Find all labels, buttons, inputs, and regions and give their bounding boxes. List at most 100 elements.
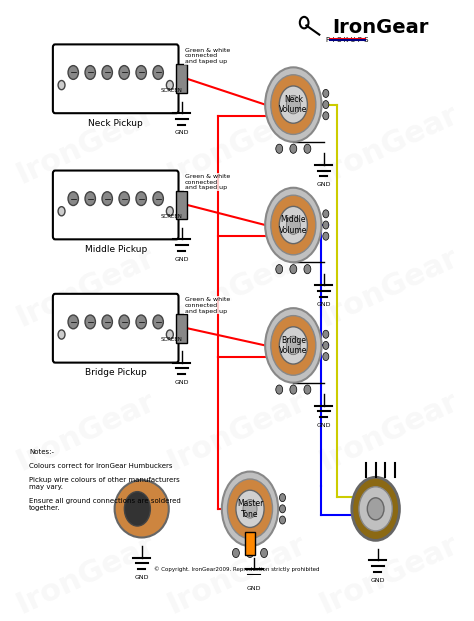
Text: SCREEN: SCREEN [161, 337, 183, 342]
Circle shape [323, 89, 329, 97]
FancyBboxPatch shape [53, 171, 179, 239]
Circle shape [323, 221, 329, 229]
Circle shape [85, 315, 95, 329]
Circle shape [304, 144, 311, 153]
Circle shape [119, 66, 129, 79]
Circle shape [136, 315, 146, 329]
Bar [176, 65, 187, 93]
Text: GND: GND [174, 130, 189, 135]
Circle shape [276, 385, 283, 394]
Circle shape [102, 66, 112, 79]
Circle shape [136, 66, 146, 79]
Circle shape [166, 81, 173, 89]
Circle shape [228, 479, 273, 538]
Circle shape [58, 330, 65, 339]
Circle shape [68, 66, 78, 79]
Circle shape [290, 144, 297, 153]
Circle shape [124, 492, 150, 526]
Circle shape [68, 192, 78, 206]
Circle shape [236, 490, 264, 527]
Circle shape [323, 232, 329, 240]
Text: IronGear: IronGear [315, 243, 463, 333]
Text: GND: GND [317, 423, 331, 428]
Text: IronGear: IronGear [163, 530, 311, 620]
Text: IronGear: IronGear [11, 387, 159, 476]
Circle shape [279, 327, 308, 364]
Circle shape [265, 188, 321, 262]
Text: P I C K U P S: P I C K U P S [326, 37, 369, 43]
FancyBboxPatch shape [53, 294, 179, 363]
Text: Green & white
connected
and taped up: Green & white connected and taped up [185, 48, 230, 64]
Circle shape [271, 195, 316, 255]
Circle shape [246, 548, 254, 558]
Circle shape [367, 498, 384, 520]
Circle shape [222, 471, 278, 546]
Circle shape [286, 95, 301, 114]
Circle shape [271, 75, 316, 134]
Circle shape [323, 353, 329, 361]
Circle shape [85, 192, 95, 206]
Circle shape [261, 548, 267, 558]
Text: Green & white
connected
and taped up: Green & white connected and taped up [185, 174, 230, 190]
Text: SCREEN: SCREEN [161, 88, 183, 93]
Circle shape [232, 548, 239, 558]
Circle shape [276, 144, 283, 153]
Circle shape [58, 207, 65, 216]
Text: Master
Tone: Master Tone [237, 499, 263, 519]
Text: Bridge
Volume: Bridge Volume [279, 336, 308, 355]
Text: Neck Pickup: Neck Pickup [88, 119, 143, 128]
Text: Neck
Volume: Neck Volume [279, 95, 308, 114]
Text: GND: GND [371, 578, 385, 582]
Circle shape [279, 86, 308, 123]
Circle shape [323, 342, 329, 350]
Circle shape [102, 315, 112, 329]
Text: IronGear: IronGear [332, 17, 428, 37]
FancyBboxPatch shape [53, 44, 179, 113]
Text: IronGear: IronGear [315, 100, 463, 189]
Circle shape [153, 192, 164, 206]
Circle shape [271, 315, 316, 375]
Circle shape [243, 499, 257, 518]
Circle shape [265, 308, 321, 383]
Text: GND: GND [317, 182, 331, 187]
Bar [176, 191, 187, 219]
Text: GND: GND [247, 586, 262, 591]
Text: SCREEN: SCREEN [161, 214, 183, 219]
Text: GND: GND [135, 575, 149, 580]
Circle shape [85, 66, 95, 79]
Text: GND: GND [317, 302, 331, 307]
Circle shape [166, 207, 173, 216]
Circle shape [323, 112, 329, 120]
Bar [176, 314, 187, 343]
Circle shape [119, 192, 129, 206]
Circle shape [265, 67, 321, 142]
Ellipse shape [115, 480, 169, 538]
Circle shape [352, 478, 400, 540]
Text: IronGear: IronGear [163, 243, 311, 333]
Circle shape [304, 385, 311, 394]
Circle shape [68, 315, 78, 329]
Circle shape [290, 265, 297, 274]
Circle shape [58, 81, 65, 89]
Text: GND: GND [174, 256, 189, 261]
Circle shape [304, 265, 311, 274]
Circle shape [280, 516, 285, 524]
Circle shape [323, 101, 329, 109]
Circle shape [153, 66, 164, 79]
Text: Middle Pickup: Middle Pickup [84, 245, 147, 254]
Circle shape [136, 192, 146, 206]
Text: IronGear: IronGear [163, 100, 311, 189]
Text: IronGear: IronGear [11, 243, 159, 333]
Bar [245, 532, 255, 555]
Circle shape [323, 330, 329, 338]
Text: IronGear: IronGear [315, 387, 463, 476]
Circle shape [290, 385, 297, 394]
Circle shape [286, 215, 301, 234]
Circle shape [359, 487, 392, 531]
Text: Bridge Pickup: Bridge Pickup [85, 368, 146, 378]
Text: IronGear: IronGear [11, 530, 159, 620]
Text: Green & white
connected
and taped up: Green & white connected and taped up [185, 297, 230, 314]
Circle shape [102, 192, 112, 206]
Circle shape [119, 315, 129, 329]
Circle shape [279, 206, 308, 243]
